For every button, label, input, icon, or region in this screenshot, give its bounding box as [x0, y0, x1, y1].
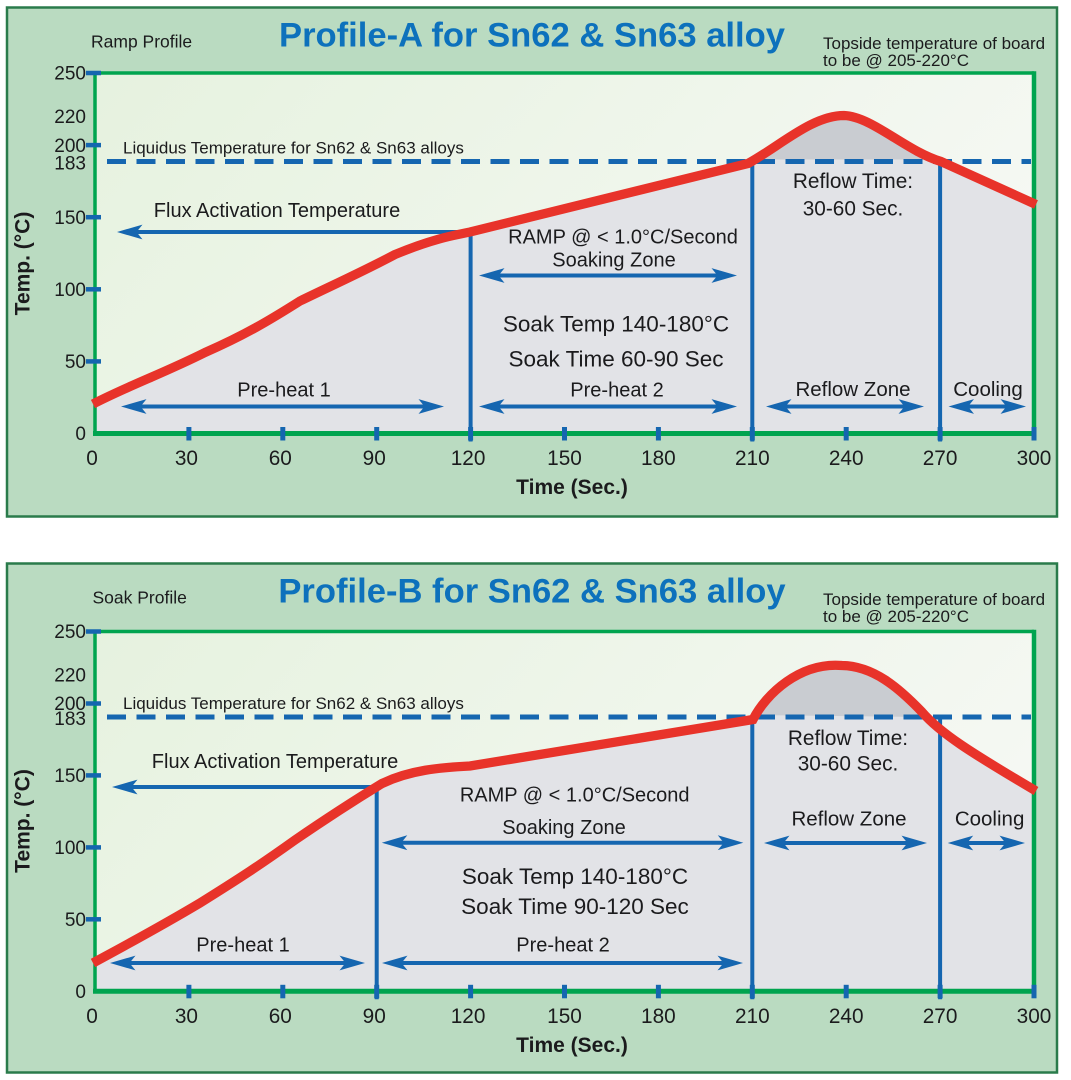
- svg-text:180: 180: [641, 447, 676, 470]
- svg-text:270: 270: [923, 1005, 958, 1028]
- svg-text:90: 90: [363, 447, 386, 470]
- svg-text:Reflow Time:: Reflow Time:: [788, 727, 908, 750]
- svg-text:Flux Activation Temperature: Flux Activation Temperature: [152, 751, 398, 773]
- svg-text:Soaking Zone: Soaking Zone: [552, 250, 675, 272]
- svg-text:180: 180: [641, 1005, 676, 1028]
- svg-text:to be @ 205-220°C: to be @ 205-220°C: [823, 607, 969, 626]
- svg-text:Pre-heat 1: Pre-heat 1: [196, 935, 289, 957]
- svg-text:Cooling: Cooling: [953, 378, 1023, 401]
- svg-text:Topside temperature of board: Topside temperature of board: [823, 590, 1045, 609]
- svg-text:90: 90: [363, 1005, 386, 1028]
- svg-text:250: 250: [54, 622, 86, 643]
- svg-text:100: 100: [54, 838, 86, 859]
- svg-text:Soak Profile: Soak Profile: [93, 588, 187, 608]
- svg-text:Profile-B for Sn62 & Sn63 allo: Profile-B for Sn62 & Sn63 alloy: [278, 573, 786, 611]
- svg-text:300: 300: [1017, 447, 1052, 470]
- svg-text:183: 183: [54, 709, 86, 730]
- svg-text:30: 30: [175, 1005, 198, 1028]
- svg-text:Cooling: Cooling: [955, 808, 1025, 831]
- svg-text:30: 30: [175, 447, 198, 470]
- svg-text:Soaking Zone: Soaking Zone: [502, 817, 625, 839]
- svg-text:Topside temperature of board: Topside temperature of board: [823, 34, 1045, 53]
- svg-text:Pre-heat 1: Pre-heat 1: [237, 380, 330, 402]
- svg-text:Liquidus Temperature for Sn62: Liquidus Temperature for Sn62 & Sn63 all…: [123, 139, 464, 158]
- svg-text:Time (Sec.): Time (Sec.): [516, 1034, 628, 1057]
- svg-text:Time (Sec.): Time (Sec.): [516, 476, 628, 499]
- svg-text:0: 0: [86, 447, 98, 470]
- svg-text:150: 150: [547, 447, 582, 470]
- svg-text:RAMP @ < 1.0°C/Second: RAMP @ < 1.0°C/Second: [460, 785, 690, 807]
- svg-text:220: 220: [54, 107, 86, 128]
- svg-text:300: 300: [1017, 1005, 1052, 1028]
- svg-text:Temp. (°C): Temp. (°C): [12, 769, 35, 873]
- svg-text:Ramp Profile: Ramp Profile: [91, 32, 192, 52]
- svg-text:Reflow Zone: Reflow Zone: [791, 808, 906, 831]
- svg-text:to be @ 205-220°C: to be @ 205-220°C: [823, 51, 969, 70]
- svg-text:Soak Time 90-120 Sec: Soak Time 90-120 Sec: [461, 894, 689, 919]
- svg-text:Reflow Time:: Reflow Time:: [793, 170, 913, 193]
- svg-text:240: 240: [829, 447, 864, 470]
- svg-text:Soak Time 60-90 Sec: Soak Time 60-90 Sec: [508, 347, 723, 372]
- svg-text:RAMP @ < 1.0°C/Second: RAMP @ < 1.0°C/Second: [508, 227, 738, 249]
- svg-text:100: 100: [54, 280, 86, 301]
- svg-text:150: 150: [54, 208, 86, 229]
- svg-text:200: 200: [54, 136, 86, 157]
- svg-text:120: 120: [451, 447, 486, 470]
- svg-text:0: 0: [75, 982, 86, 1003]
- svg-text:60: 60: [269, 447, 292, 470]
- svg-text:30-60 Sec.: 30-60 Sec.: [798, 753, 899, 776]
- svg-text:210: 210: [735, 447, 770, 470]
- svg-text:Profile-A for Sn62 & Sn63 allo: Profile-A for Sn62 & Sn63 alloy: [279, 17, 786, 55]
- svg-text:Soak Temp 140-180°C: Soak Temp 140-180°C: [503, 312, 729, 337]
- svg-text:150: 150: [54, 766, 86, 787]
- svg-text:Pre-heat 2: Pre-heat 2: [516, 935, 609, 957]
- svg-text:60: 60: [269, 1005, 292, 1028]
- svg-text:200: 200: [54, 694, 86, 715]
- svg-text:270: 270: [923, 447, 958, 470]
- svg-text:50: 50: [65, 352, 86, 373]
- svg-text:Temp. (°C): Temp. (°C): [12, 212, 35, 316]
- svg-text:30-60 Sec.: 30-60 Sec.: [803, 198, 904, 221]
- svg-text:183: 183: [54, 154, 86, 175]
- svg-text:250: 250: [54, 64, 86, 85]
- svg-text:Reflow Zone: Reflow Zone: [795, 378, 910, 401]
- svg-text:50: 50: [65, 910, 86, 931]
- svg-text:220: 220: [54, 665, 86, 686]
- svg-text:240: 240: [829, 1005, 864, 1028]
- svg-text:Flux Activation Temperature: Flux Activation Temperature: [154, 200, 400, 222]
- svg-text:150: 150: [547, 1005, 582, 1028]
- svg-text:Liquidus Temperature for Sn62: Liquidus Temperature for Sn62 & Sn63 all…: [123, 694, 464, 713]
- svg-text:Pre-heat 2: Pre-heat 2: [570, 380, 663, 402]
- svg-text:0: 0: [75, 424, 86, 445]
- svg-text:210: 210: [735, 1005, 770, 1028]
- svg-text:120: 120: [451, 1005, 486, 1028]
- svg-text:0: 0: [86, 1005, 98, 1028]
- svg-text:Soak Temp 140-180°C: Soak Temp 140-180°C: [462, 864, 688, 889]
